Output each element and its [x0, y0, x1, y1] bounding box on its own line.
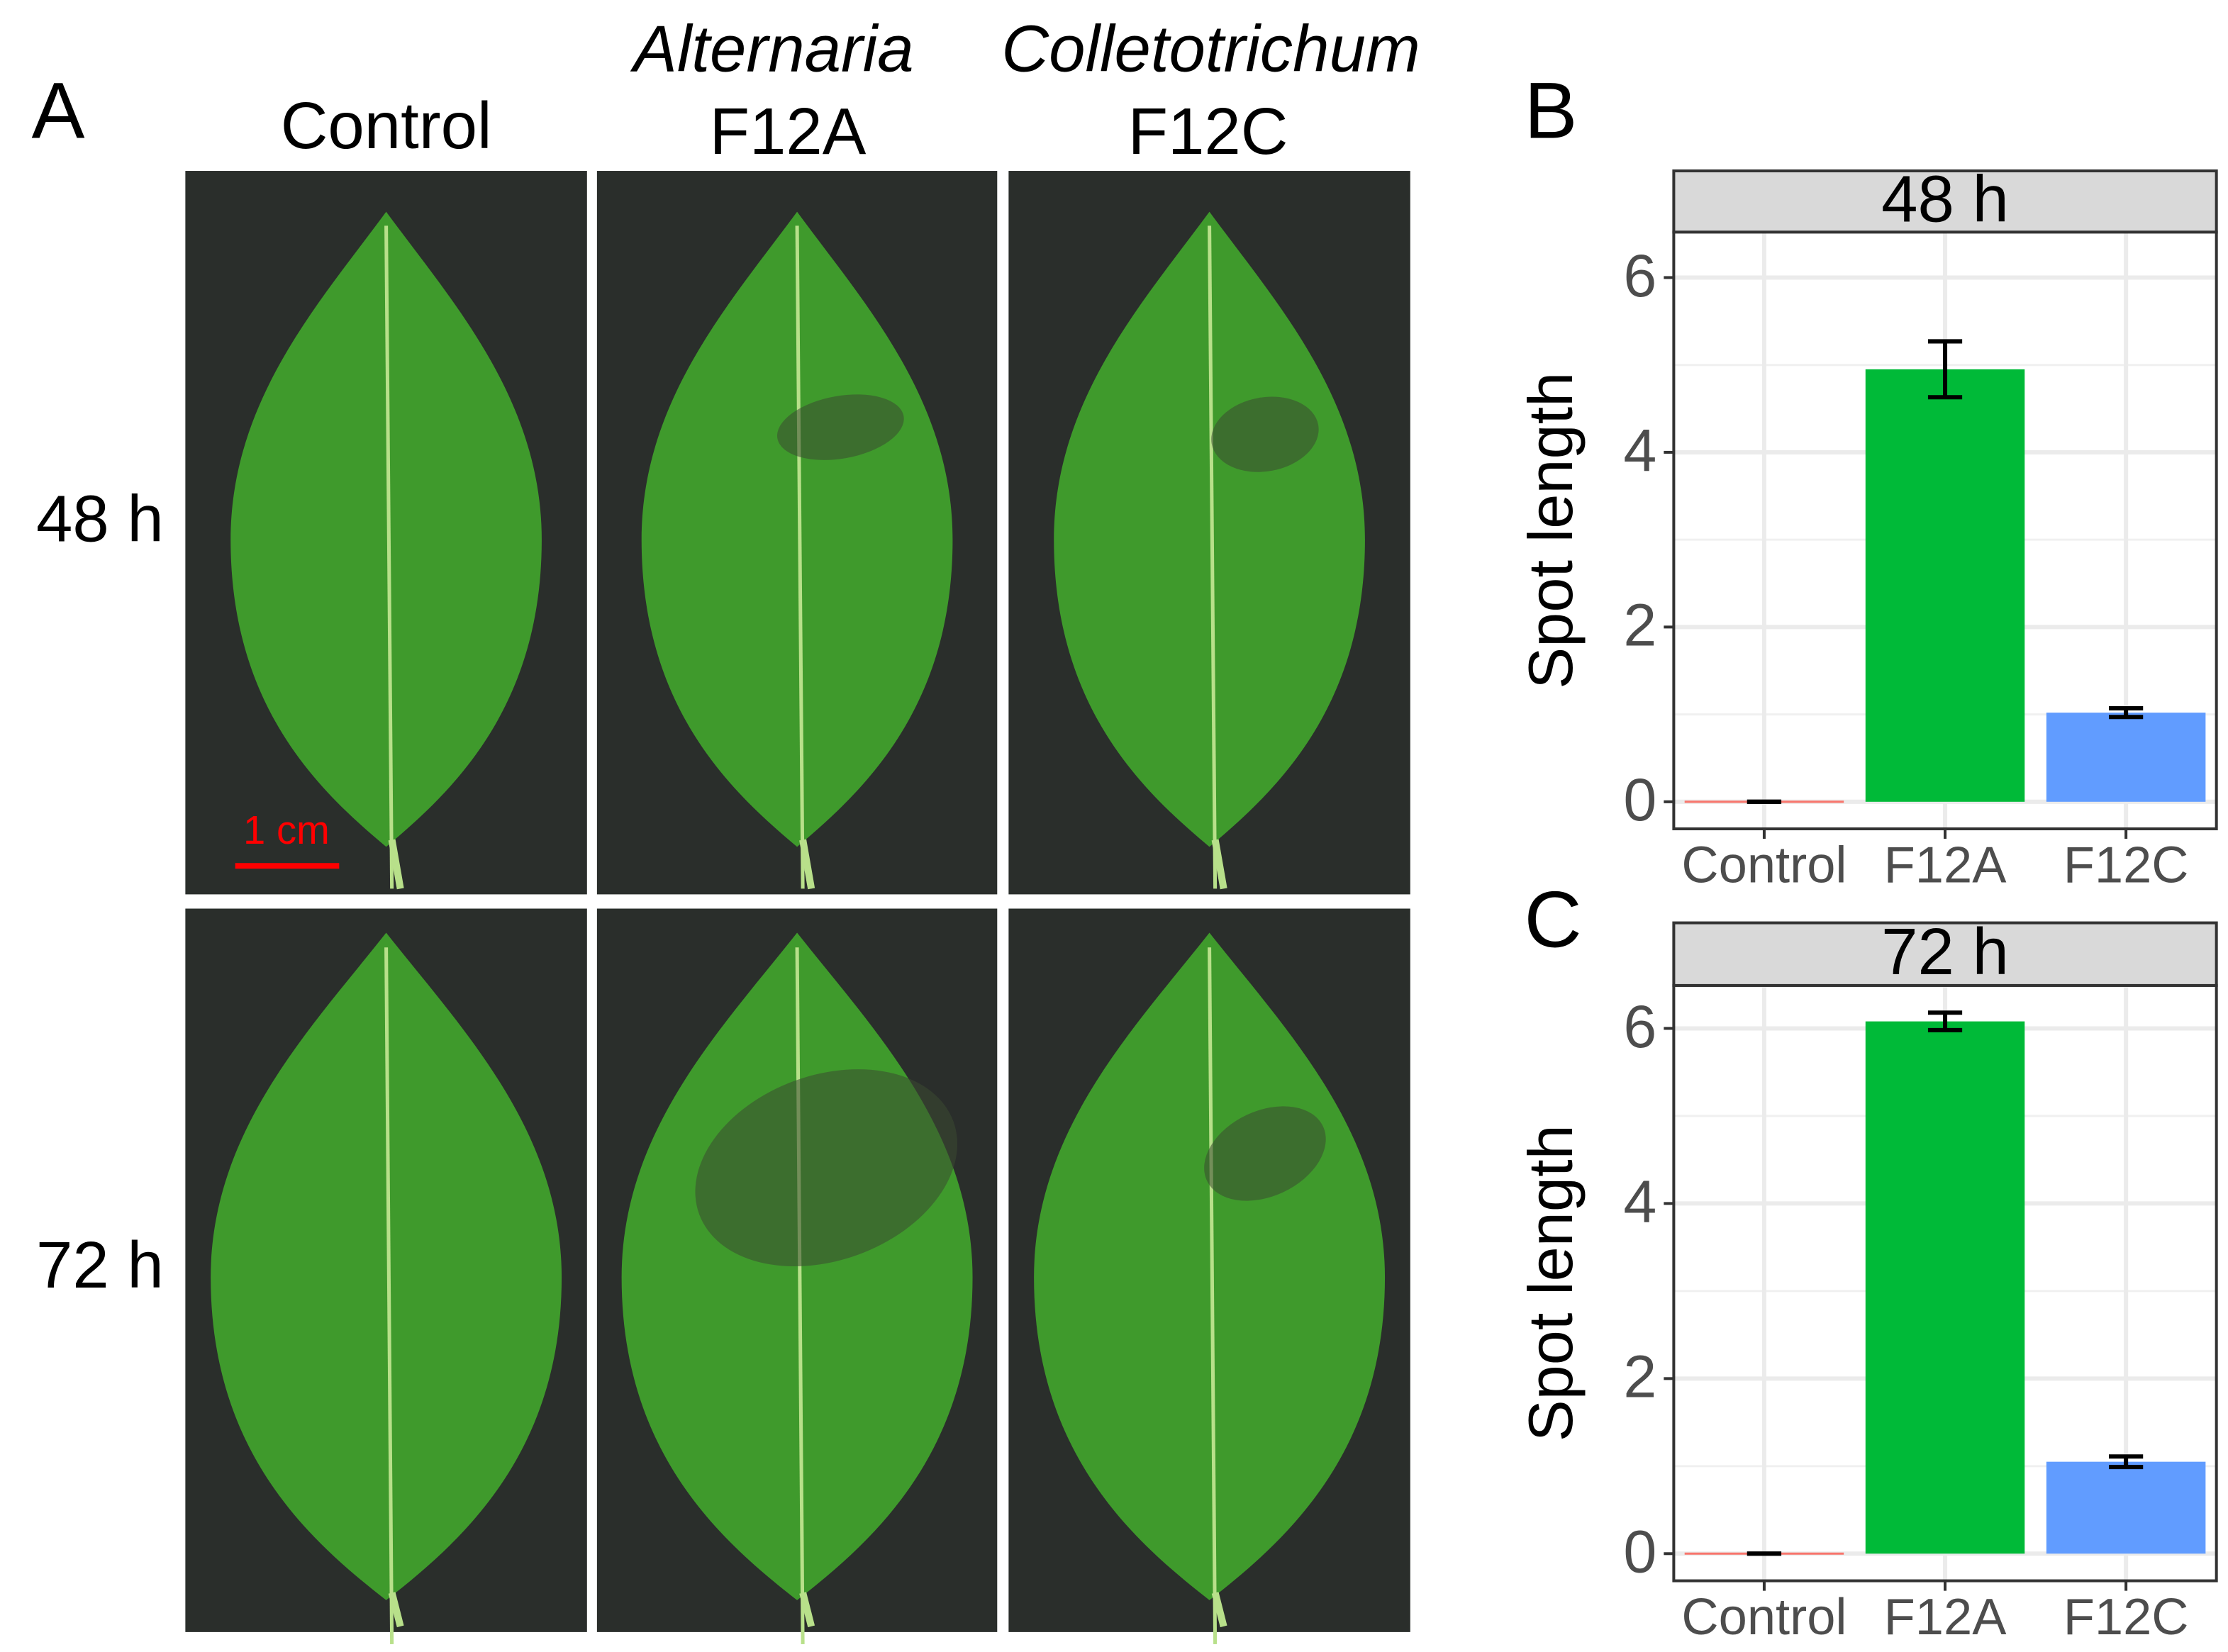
column-header: Control: [281, 89, 492, 162]
x-tick-label: F12C: [2063, 837, 2189, 893]
y-tick-label: 0: [1623, 766, 1656, 833]
y-tick-label: 6: [1623, 242, 1656, 309]
x-tick-label: Control: [1681, 1589, 1847, 1646]
error-bar: [2109, 705, 2144, 720]
row-label: 72 h: [36, 1228, 164, 1302]
panel-border: [1672, 230, 2218, 831]
leaf-stem: [1211, 1592, 1227, 1628]
leaf-stem: [1211, 839, 1227, 890]
leaf-midrib: [795, 947, 805, 1644]
panel-label: A: [31, 65, 84, 155]
leaf-stem: [799, 839, 815, 890]
column-header: F12C: [1128, 94, 1288, 168]
scale-bar-label: 1 cm: [243, 808, 330, 852]
photo-grid: [185, 171, 1410, 1644]
y-tick-label: 6: [1623, 993, 1656, 1060]
panel-label: C: [1524, 874, 1581, 964]
error-bar: [1927, 339, 1963, 400]
leaf-midrib: [384, 225, 394, 889]
column-header: F12A: [710, 94, 867, 168]
x-tick-label: F12C: [2063, 1589, 2189, 1646]
lesion: [695, 1069, 958, 1267]
y-tick-label: 0: [1623, 1519, 1656, 1585]
leaf-stem: [388, 839, 404, 890]
column-header: Colletotrichum: [1001, 12, 1420, 86]
bar: [2046, 713, 2206, 802]
leaf-midrib: [1208, 947, 1218, 1644]
leaf-stem: [388, 1592, 404, 1628]
y-tick-label: 2: [1623, 1344, 1656, 1410]
charts: B 48 h 0 2 4 6 Control F12A F12C Spot length C 72 h…: [1515, 65, 2218, 1646]
bar: [2046, 1461, 2206, 1554]
panel-label: B: [1524, 65, 1577, 155]
leaf-midrib: [384, 947, 394, 1644]
facet-title: 48 h: [1881, 162, 2009, 236]
lesion: [776, 394, 904, 460]
error-bar: [1927, 1010, 1963, 1032]
row-label: 48 h: [36, 482, 164, 556]
leaf-stem: [799, 1592, 815, 1628]
column-header: Alternaria: [630, 12, 913, 86]
y-tick-label: 4: [1623, 417, 1656, 484]
facet-title: 72 h: [1881, 915, 2009, 988]
panel-border: [1672, 983, 2218, 1583]
lesion: [1211, 396, 1319, 472]
y-tick-label: 2: [1623, 592, 1656, 659]
y-axis-title: Spot length: [1515, 1124, 1586, 1441]
x-tick-label: Control: [1681, 837, 1847, 893]
bar: [1865, 369, 2025, 802]
y-tick-label: 4: [1623, 1168, 1656, 1235]
leaf-midrib: [795, 225, 805, 889]
error-bar: [2109, 1454, 2144, 1470]
leaf-midrib: [1208, 225, 1218, 889]
lesion: [1204, 1106, 1326, 1201]
y-axis-title: Spot length: [1515, 372, 1586, 689]
bar: [1865, 1021, 2025, 1554]
x-tick-label: F12A: [1884, 837, 2007, 893]
facet-strip: [1672, 921, 2218, 987]
x-tick-label: F12A: [1884, 1589, 2007, 1646]
